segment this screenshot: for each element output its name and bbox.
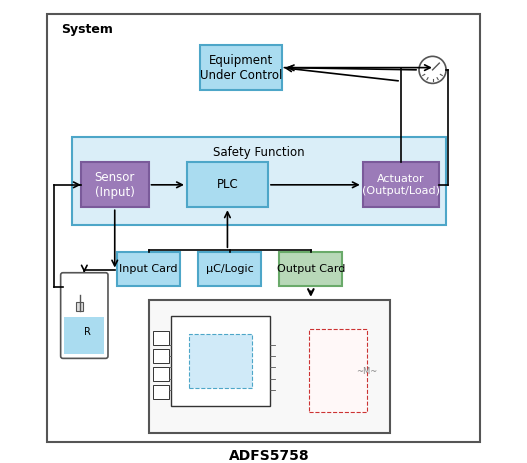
FancyBboxPatch shape [117, 252, 180, 286]
FancyBboxPatch shape [47, 13, 480, 442]
FancyBboxPatch shape [153, 367, 169, 381]
FancyBboxPatch shape [200, 45, 281, 90]
FancyBboxPatch shape [81, 163, 149, 207]
FancyBboxPatch shape [198, 252, 261, 286]
Text: PLC: PLC [217, 178, 238, 191]
FancyBboxPatch shape [189, 333, 252, 388]
FancyBboxPatch shape [279, 252, 343, 286]
Text: Safety Function: Safety Function [213, 145, 305, 159]
Text: Equipment
Under Control: Equipment Under Control [200, 54, 282, 81]
FancyBboxPatch shape [309, 329, 367, 413]
FancyBboxPatch shape [72, 138, 446, 225]
FancyBboxPatch shape [187, 163, 268, 207]
FancyBboxPatch shape [149, 300, 390, 433]
Text: ~M~: ~M~ [357, 368, 378, 376]
FancyBboxPatch shape [153, 385, 169, 399]
Circle shape [419, 56, 446, 83]
FancyBboxPatch shape [363, 163, 440, 207]
FancyBboxPatch shape [61, 273, 108, 358]
Text: ADFS5758: ADFS5758 [229, 449, 309, 463]
FancyBboxPatch shape [76, 302, 83, 312]
Text: System: System [61, 23, 113, 36]
FancyBboxPatch shape [171, 316, 270, 406]
FancyBboxPatch shape [64, 317, 104, 354]
FancyBboxPatch shape [153, 350, 169, 363]
Text: Output Card: Output Card [277, 264, 345, 275]
Text: Sensor
(Input): Sensor (Input) [94, 171, 135, 199]
FancyBboxPatch shape [153, 332, 169, 345]
Text: μC/Logic: μC/Logic [206, 264, 253, 275]
Text: Input Card: Input Card [119, 264, 178, 275]
Text: Actuator
(Output/Load): Actuator (Output/Load) [362, 174, 440, 196]
Text: R: R [84, 327, 91, 337]
